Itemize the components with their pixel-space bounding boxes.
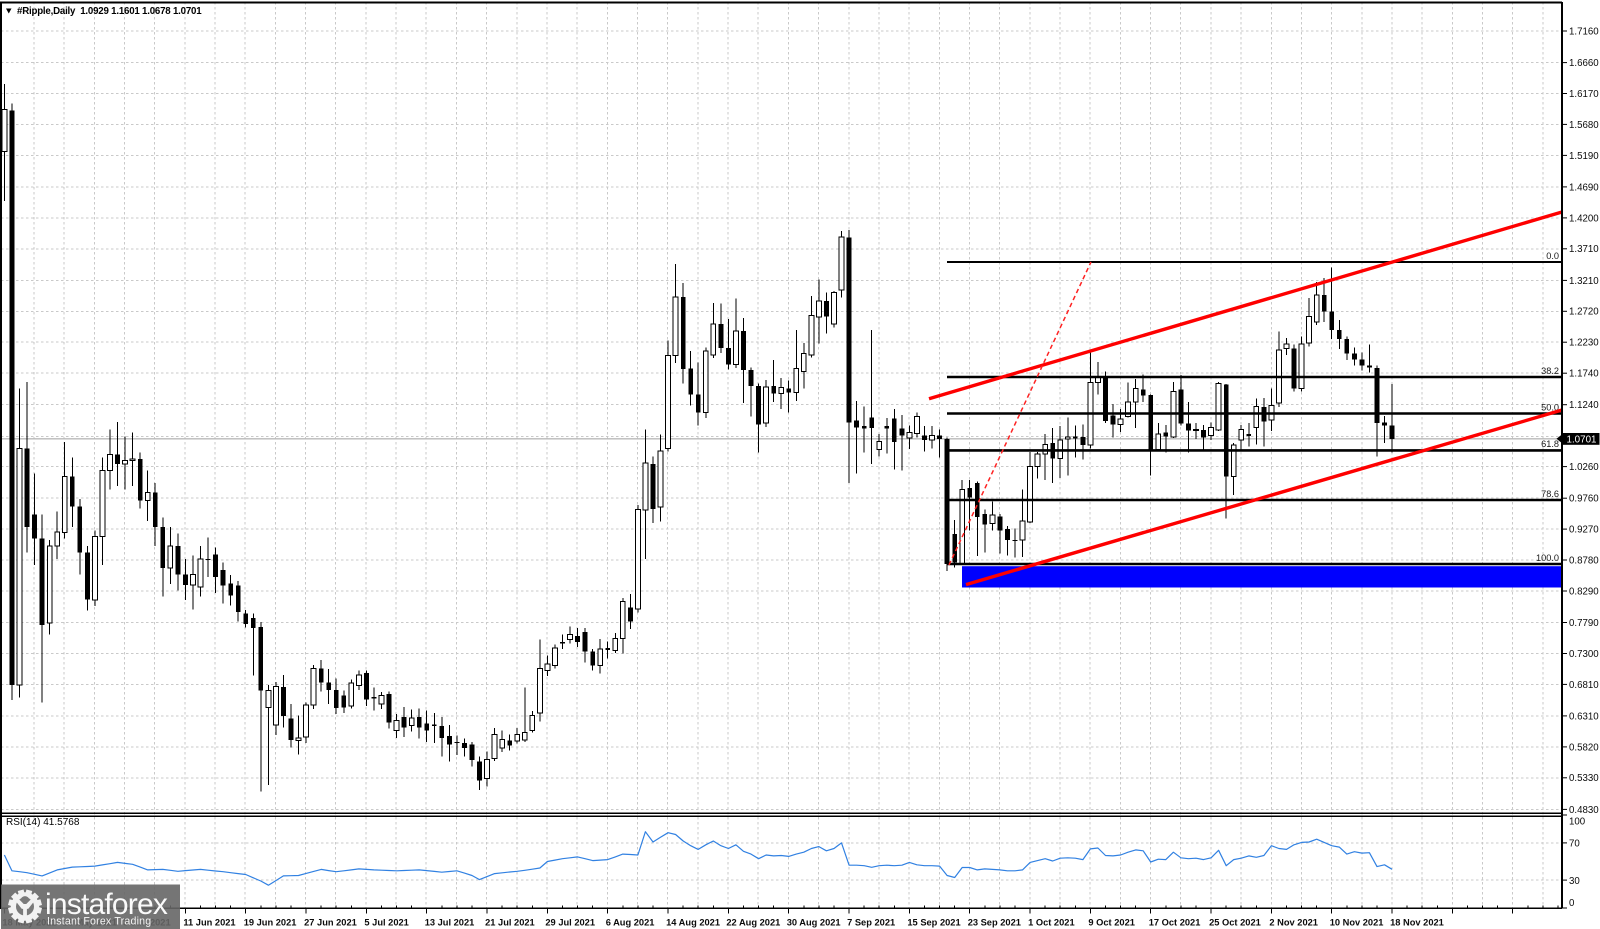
svg-text:19 Jun 2021: 19 Jun 2021	[244, 918, 297, 928]
svg-text:100: 100	[1569, 817, 1586, 828]
svg-text:1.5190: 1.5190	[1569, 151, 1599, 162]
svg-text:0.6310: 0.6310	[1569, 711, 1599, 722]
svg-text:0.7790: 0.7790	[1569, 618, 1599, 629]
svg-text:5 Jul 2021: 5 Jul 2021	[364, 918, 408, 928]
svg-text:0.4830: 0.4830	[1569, 805, 1599, 816]
svg-text:0.8290: 0.8290	[1569, 586, 1599, 597]
svg-text:22 Aug 2021: 22 Aug 2021	[726, 918, 780, 928]
svg-text:0.9270: 0.9270	[1569, 525, 1599, 536]
svg-text:0.5820: 0.5820	[1569, 742, 1599, 753]
svg-text:Instant Forex Trading: Instant Forex Trading	[47, 916, 151, 928]
svg-text:38.2: 38.2	[1541, 366, 1559, 376]
svg-text:15 Sep 2021: 15 Sep 2021	[907, 918, 960, 928]
svg-text:1.4200: 1.4200	[1569, 213, 1599, 224]
svg-text:0.7300: 0.7300	[1569, 649, 1599, 660]
svg-text:0: 0	[1569, 898, 1575, 909]
svg-text:1.2720: 1.2720	[1569, 307, 1599, 318]
svg-text:0.0: 0.0	[1546, 251, 1559, 261]
svg-text:23 Sep 2021: 23 Sep 2021	[968, 918, 1021, 928]
svg-text:30 Aug 2021: 30 Aug 2021	[787, 918, 841, 928]
svg-text:2 Nov 2021: 2 Nov 2021	[1269, 918, 1318, 928]
svg-text:#Ripple,Daily 1.0929 1.1601 1: #Ripple,Daily 1.0929 1.1601 1.0678 1.070…	[17, 6, 202, 17]
svg-text:0.9760: 0.9760	[1569, 494, 1599, 505]
svg-text:1.6170: 1.6170	[1569, 89, 1599, 100]
svg-text:1.7160: 1.7160	[1569, 26, 1599, 37]
svg-text:1.5680: 1.5680	[1569, 120, 1599, 131]
svg-text:1.1740: 1.1740	[1569, 369, 1599, 380]
svg-text:1.1240: 1.1240	[1569, 400, 1599, 411]
svg-text:29 Jul 2021: 29 Jul 2021	[545, 918, 595, 928]
svg-text:instaforex: instaforex	[45, 888, 168, 921]
svg-text:1.4690: 1.4690	[1569, 182, 1599, 193]
svg-text:RSI(14) 41.5768: RSI(14) 41.5768	[6, 817, 80, 828]
svg-text:25 Oct 2021: 25 Oct 2021	[1209, 918, 1261, 928]
svg-text:21 Jul 2021: 21 Jul 2021	[485, 918, 535, 928]
svg-text:30: 30	[1569, 876, 1580, 887]
svg-text:11 Jun 2021: 11 Jun 2021	[183, 918, 235, 928]
svg-text:18 Nov 2021: 18 Nov 2021	[1390, 918, 1444, 928]
svg-text:78.6: 78.6	[1541, 489, 1559, 499]
svg-text:7 Sep 2021: 7 Sep 2021	[847, 918, 895, 928]
svg-text:13 Jul 2021: 13 Jul 2021	[425, 918, 475, 928]
svg-text:1.6660: 1.6660	[1569, 58, 1599, 69]
svg-text:6 Aug 2021: 6 Aug 2021	[606, 918, 655, 928]
svg-text:1.3710: 1.3710	[1569, 244, 1599, 255]
svg-text:1.3210: 1.3210	[1569, 276, 1599, 287]
svg-text:70: 70	[1569, 839, 1580, 850]
svg-text:17 Oct 2021: 17 Oct 2021	[1149, 918, 1201, 928]
svg-text:27 Jun 2021: 27 Jun 2021	[304, 918, 357, 928]
svg-text:61.8: 61.8	[1541, 439, 1559, 449]
svg-text:9 Oct 2021: 9 Oct 2021	[1088, 918, 1135, 928]
svg-text:0.5330: 0.5330	[1569, 773, 1599, 784]
svg-text:1 Oct 2021: 1 Oct 2021	[1028, 918, 1075, 928]
svg-text:0.8780: 0.8780	[1569, 555, 1599, 566]
svg-text:50.0: 50.0	[1541, 402, 1559, 412]
svg-text:1.2230: 1.2230	[1569, 338, 1599, 349]
svg-text:10 Nov 2021: 10 Nov 2021	[1330, 918, 1384, 928]
svg-text:14 Aug 2021: 14 Aug 2021	[666, 918, 720, 928]
svg-text:100.0: 100.0	[1536, 553, 1559, 563]
svg-text:0.6810: 0.6810	[1569, 680, 1599, 691]
svg-text:1.0701: 1.0701	[1567, 434, 1597, 445]
svg-text:1.0260: 1.0260	[1569, 462, 1599, 473]
